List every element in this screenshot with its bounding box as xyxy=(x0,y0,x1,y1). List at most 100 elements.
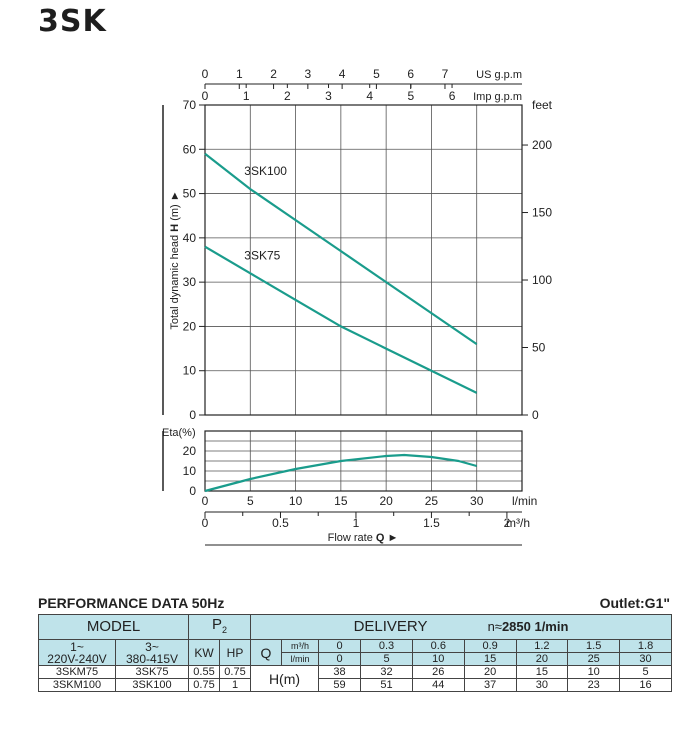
us-tick-label: 0 xyxy=(202,67,209,81)
head-value: 5 xyxy=(619,665,672,679)
m3h-tick-label: 1.5 xyxy=(423,516,440,530)
eta-frame xyxy=(204,430,523,492)
q-m3h-cell: 0.3 xyxy=(360,639,413,653)
phase3-line2: 380-415V xyxy=(125,651,179,666)
imp-tick-label: 1 xyxy=(243,89,250,103)
head-value: 59 xyxy=(317,678,362,692)
eta-axis-label: Eta(%) xyxy=(162,427,196,439)
q-lmin-cell: 30 xyxy=(619,652,672,666)
model-three: 3SK100 xyxy=(115,678,189,692)
feet-tick-label: 0 xyxy=(532,408,539,422)
head-value: 20 xyxy=(463,665,517,679)
q-lmin-cell: 15 xyxy=(463,652,517,666)
q-lmin-cell: 25 xyxy=(567,652,621,666)
speed-prefix: n≈ xyxy=(487,619,502,634)
kw-value: 0.75 xyxy=(188,678,220,692)
head-value: 23 xyxy=(567,678,621,692)
y-tick-label: 20 xyxy=(183,319,197,333)
y-axis-label-bold: H xyxy=(169,224,181,232)
m3h-tick-label: 1 xyxy=(353,516,360,530)
p2-header: P2 xyxy=(188,614,251,640)
x-tick-label: 30 xyxy=(470,494,484,508)
x-tick-label: 20 xyxy=(379,494,393,508)
y-tick-label: 30 xyxy=(183,275,197,289)
y-axis-label-unit: (m) ► xyxy=(169,190,181,224)
table-row: 3SKM100 3SK100 0.75 1 59 51 44 37 30 23 … xyxy=(38,678,672,692)
q-lmin-cell: 5 xyxy=(360,652,413,666)
phase3-line1: 3~ xyxy=(145,639,159,654)
head-value: 26 xyxy=(411,665,465,679)
y-tick-label: 10 xyxy=(183,364,197,378)
x-tick-label: 15 xyxy=(334,494,348,508)
m3h-unit-label: m³/h xyxy=(506,516,530,530)
m3h-tick-label: 0 xyxy=(202,516,209,530)
x-tick-label: 25 xyxy=(425,494,439,508)
us-tick-label: 4 xyxy=(339,67,346,81)
model-single: 3SKM75 xyxy=(38,665,116,679)
head-value: 15 xyxy=(515,665,569,679)
x-tick-label: 10 xyxy=(289,494,303,508)
us-axis-label: US g.p.m xyxy=(476,69,522,81)
curve-label-3sk75: 3SK75 xyxy=(244,248,280,262)
curve-3sk75 xyxy=(204,245,478,394)
y-tick-label: 40 xyxy=(183,231,197,245)
hp-value: 0.75 xyxy=(219,665,251,679)
imp-tick-label: 2 xyxy=(284,89,291,103)
kw-header: KW xyxy=(188,639,220,666)
phase1-header: 1~ 220V-240V xyxy=(38,639,116,666)
m3h-tick-label: 2 xyxy=(504,516,511,530)
q-label: Q xyxy=(250,639,282,666)
q-unit-lmin: l/min xyxy=(281,652,319,666)
head-value: 30 xyxy=(515,678,569,692)
x-axis-label-bold: Q xyxy=(376,532,385,544)
q-unit-m3h: m³/h xyxy=(281,639,319,653)
h-label: H(m) xyxy=(250,665,319,692)
plot-frame xyxy=(204,104,523,416)
outlet-label: Outlet:G1" xyxy=(599,595,670,611)
us-tick-label: 1 xyxy=(236,67,243,81)
y-tick-label: 50 xyxy=(183,187,197,201)
imp-tick-label: 5 xyxy=(408,89,415,103)
head-value: 37 xyxy=(463,678,517,692)
y-tick-label: 70 xyxy=(183,98,197,112)
curves xyxy=(204,152,478,493)
p2-label: P xyxy=(211,615,222,633)
y-axis-label-text: Total dynamic head xyxy=(169,232,181,330)
page-heading: 3SK xyxy=(38,4,107,39)
q-m3h-cell: 0.6 xyxy=(411,639,465,653)
imp-tick-label: 3 xyxy=(325,89,332,103)
labels: 3SK100 3SK75 xyxy=(244,164,287,262)
imp-tick-label: 0 xyxy=(202,89,209,103)
phase1-line2: 220V-240V xyxy=(47,651,107,666)
y-axis-label: Total dynamic head H (m) ► xyxy=(169,190,181,329)
q-m3h-cell: 0.9 xyxy=(463,639,517,653)
head-value: 44 xyxy=(411,678,465,692)
model-single: 3SKM100 xyxy=(38,678,116,692)
q-lmin-cell: 0 xyxy=(317,652,362,666)
delivery-header: DELIVERY n≈2850 1/min xyxy=(250,614,672,640)
us-tick-label: 7 xyxy=(442,67,449,81)
eta-tick-label: 10 xyxy=(183,464,197,478)
us-tick-label: 3 xyxy=(305,67,312,81)
x-tick-label: 0 xyxy=(202,494,209,508)
phase3-header: 3~ 380-415V xyxy=(115,639,189,666)
us-tick-label: 2 xyxy=(270,67,277,81)
x-axis-arrow: ► xyxy=(384,532,398,544)
main-grid xyxy=(204,104,523,416)
curve-label-3sk100: 3SK100 xyxy=(244,164,287,178)
eta-curve xyxy=(204,453,477,493)
q-lmin-cell: 20 xyxy=(515,652,569,666)
feet-tick-label: 50 xyxy=(532,341,546,355)
q-lmin-cell: 10 xyxy=(411,652,465,666)
hp-header: HP xyxy=(219,639,251,666)
head-value: 32 xyxy=(360,665,413,679)
y-tick-label: 60 xyxy=(183,142,197,156)
head-value: 38 xyxy=(317,665,362,679)
delivery-label: DELIVERY xyxy=(353,618,428,635)
feet-tick-label: 100 xyxy=(532,273,552,287)
curve-3sk100 xyxy=(204,152,478,346)
feet-tick-label: 150 xyxy=(532,206,552,220)
table-row: 3SKM75 3SK75 0.55 0.75 H(m) 38 32 26 20 … xyxy=(38,665,672,692)
head-value: 10 xyxy=(567,665,621,679)
